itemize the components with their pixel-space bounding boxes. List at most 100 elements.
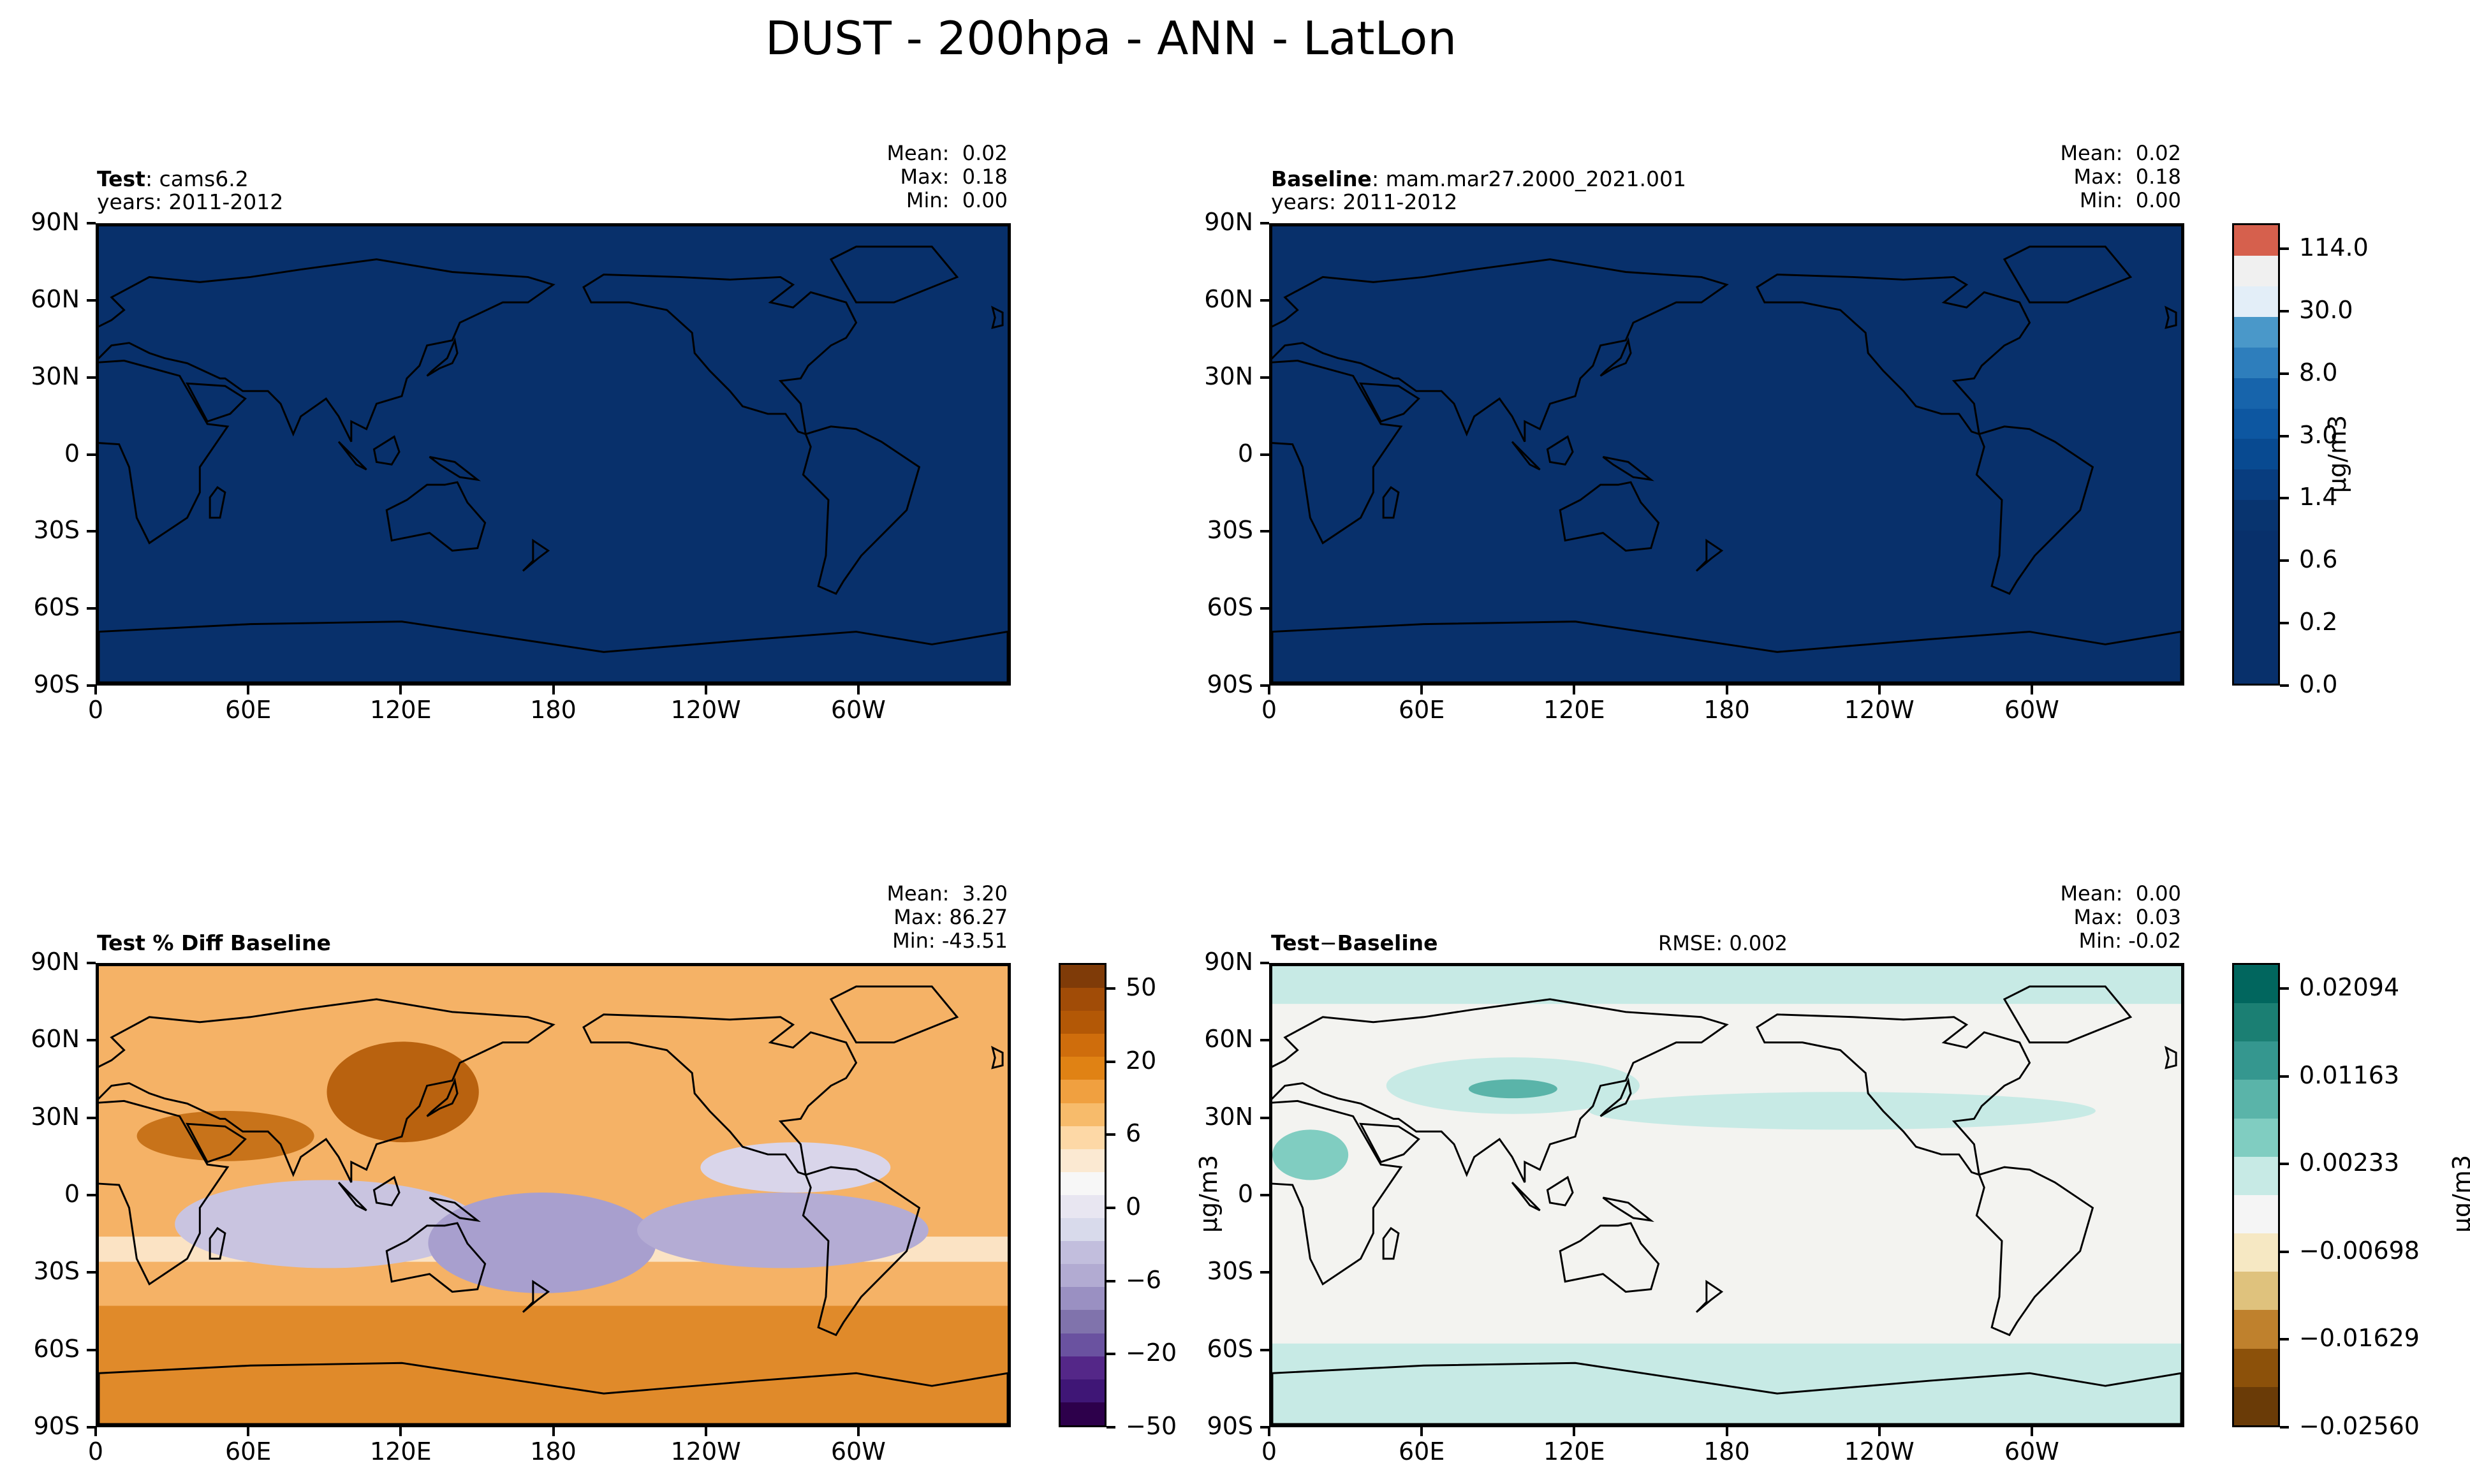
test-lat-tick-label: 60S: [33, 593, 80, 622]
baseline-lon-tick-label: 0: [1261, 696, 1277, 724]
coastline-shape: [1599, 1077, 1632, 1117]
test-lon-tick-label: 60E: [224, 696, 272, 724]
diff-lat-tick-label: 30S: [1207, 1257, 1253, 1286]
coastline-shape: [1599, 337, 1632, 377]
pct-diff-negative-region: [175, 1180, 479, 1268]
test-label: Test: cams6.2: [97, 167, 249, 191]
cbar-main-segment: [2234, 622, 2278, 653]
test-lon-tick-label: 120E: [370, 696, 432, 724]
pct-diff-lon-tick-mark: [552, 1427, 555, 1436]
baseline-map-svg: [1272, 226, 2181, 682]
diff-lat-tick-mark: [1260, 1348, 1269, 1351]
test-lat-tick-mark: [87, 376, 96, 379]
baseline-lon-tick-label: 60W: [2004, 696, 2059, 724]
cbar-main-tick-label: 0.2: [2299, 608, 2338, 636]
cbar-pct-segment: [1061, 965, 1105, 988]
cbar-main-segment: [2234, 286, 2278, 317]
cbar-diff-segment: [2234, 1003, 2278, 1042]
baseline-lon-tick-mark: [1420, 686, 1423, 694]
pct-diff-label-bold: Test % Diff Baseline: [97, 930, 331, 955]
cbar-pct-tick-label: −50: [1126, 1412, 1177, 1440]
diff-lat-tick-label: 60N: [1204, 1025, 1253, 1054]
diff-lon-tick-label: 60W: [2004, 1437, 2059, 1466]
diff-lon-tick-mark: [1878, 1427, 1881, 1436]
baseline-label-bold: Baseline: [1271, 166, 1372, 191]
cbar-main-tick-mark: [2280, 622, 2289, 625]
baseline-lat-tick-mark: [1260, 453, 1269, 456]
test-lon-tick-mark: [399, 686, 402, 694]
coastline-shape: [99, 258, 555, 443]
cbar-main-segment: [2234, 439, 2278, 470]
pct-diff-lat-tick-mark: [87, 962, 96, 964]
cbar-diff-segment: [2234, 1272, 2278, 1311]
test-lat-tick-label: 90N: [31, 208, 80, 236]
coastline-shape: [1756, 1013, 2031, 1177]
colorbar-pct-unit: μg/m3: [1195, 1154, 1223, 1233]
cbar-main-tick-label: 0.6: [2299, 545, 2338, 574]
cbar-main-tick-label: 0.0: [2299, 670, 2338, 698]
baseline-mean: Mean: 0.02: [2060, 141, 2181, 165]
coastline-shape: [99, 621, 1008, 682]
test-lat-tick-mark: [87, 530, 96, 533]
diff-positive-region: [1272, 1129, 1349, 1180]
coastline-shape: [337, 441, 367, 471]
diff-rmse: RMSE: 0.002: [1658, 931, 1788, 955]
diff-min: Min: -0.02: [2078, 929, 2181, 953]
cbar-diff-segment: [2234, 1118, 2278, 1157]
coastline-shape: [429, 456, 482, 481]
diff-lat-tick-mark: [1260, 1271, 1269, 1274]
test-map-svg: [99, 226, 1008, 682]
pct-diff-lat-tick-mark: [87, 1116, 96, 1119]
test-lon-tick-label: 60W: [830, 696, 886, 724]
cbar-main-tick-label: 8.0: [2299, 358, 2338, 386]
cbar-pct-tick-label: 20: [1126, 1046, 1157, 1075]
baseline-lon-tick-label: 120E: [1543, 696, 1605, 724]
cbar-main-segment: [2234, 531, 2278, 562]
test-lon-tick-mark: [552, 686, 555, 694]
coastline-shape: [1511, 1182, 1541, 1212]
baseline-name: mam.mar27.2000_2021.001: [1385, 166, 1686, 191]
cbar-pct-segment: [1061, 1264, 1105, 1288]
coastline-shape: [1358, 382, 1420, 423]
cbar-main-segment: [2234, 255, 2278, 286]
cbar-pct-tick-label: 50: [1126, 973, 1157, 1001]
pct-diff-negative-region: [637, 1193, 929, 1268]
cbar-diff-segment: [2234, 1386, 2278, 1425]
diff-label-bold: Test: [1271, 930, 1320, 955]
cbar-main-tick-mark: [2280, 434, 2289, 437]
colorbar-diff: [2232, 963, 2280, 1427]
diff-max: Max: 0.03: [2073, 905, 2181, 929]
cbar-diff-tick-label: 0.01163: [2299, 1061, 2400, 1089]
coastline-shape: [209, 1226, 226, 1260]
cbar-pct-segment: [1061, 1103, 1105, 1126]
pct-diff-lat-tick-label: 30S: [33, 1257, 80, 1286]
cbar-pct-segment: [1061, 1241, 1105, 1265]
figure-title: DUST - 200hpa - ANN - LatLon: [765, 11, 1457, 65]
coastline-shape: [802, 1166, 921, 1337]
cbar-diff-segment: [2234, 1194, 2278, 1234]
cbar-main-tick-mark: [2280, 559, 2289, 562]
coastline-shape: [1382, 486, 1400, 519]
cbar-pct-segment: [1061, 1011, 1105, 1034]
coastline-shape: [429, 1196, 482, 1223]
cbar-main-tick-mark: [2280, 497, 2289, 500]
cbar-pct-segment: [1061, 1149, 1105, 1172]
cbar-pct-segment: [1061, 1126, 1105, 1149]
cbar-diff-tick-label: −0.02560: [2299, 1412, 2420, 1440]
test-lat-tick-mark: [87, 607, 96, 610]
cbar-pct-tick-label: 6: [1126, 1119, 1142, 1148]
baseline-lon-tick-mark: [1268, 686, 1270, 694]
cbar-pct-segment: [1061, 988, 1105, 1011]
coastline-shape: [829, 985, 959, 1044]
cbar-pct-tick-mark: [1106, 1279, 1115, 1282]
cbar-diff-segment: [2234, 1348, 2278, 1387]
cbar-main-segment: [2234, 225, 2278, 256]
test-min: Min: 0.00: [906, 188, 1008, 212]
coastline-shape: [1559, 1222, 1660, 1293]
diff-map: [1269, 963, 2184, 1427]
baseline-map-fill: [1272, 226, 2181, 682]
coastline-shape: [385, 481, 487, 552]
coastline: [1272, 985, 2181, 1424]
test-label-sep: :: [145, 166, 153, 191]
cbar-main-tick-label: 30.0: [2299, 295, 2353, 324]
